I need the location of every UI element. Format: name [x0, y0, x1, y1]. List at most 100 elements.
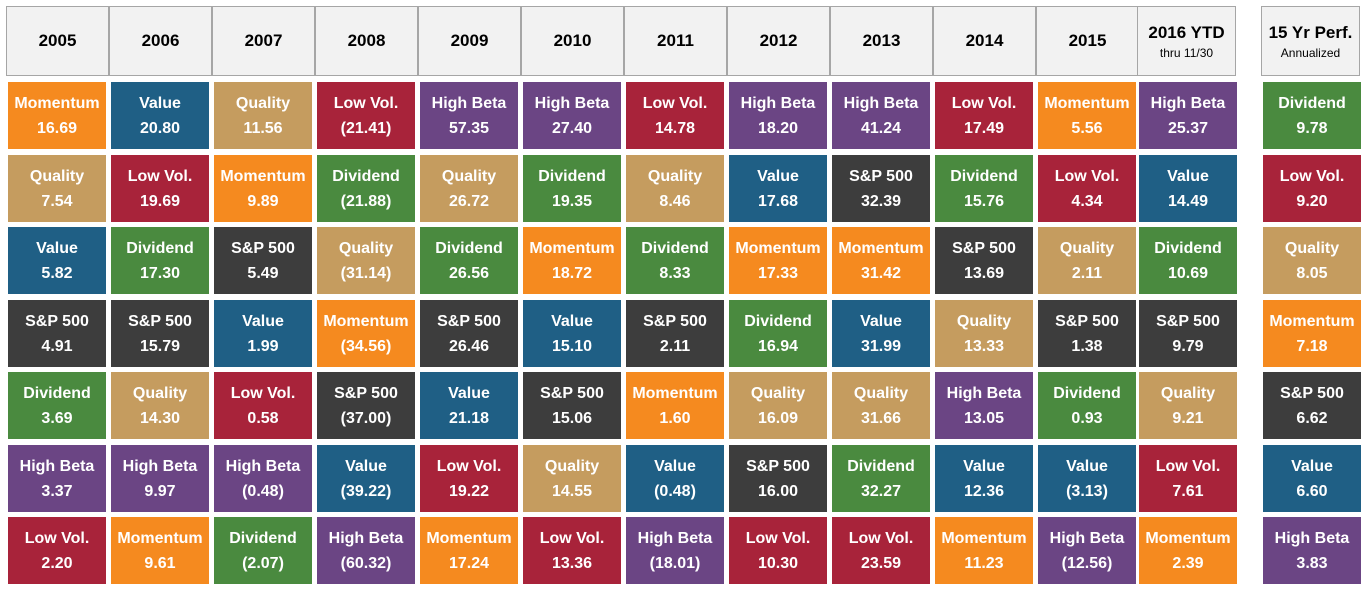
factor-name: Quality: [1160, 384, 1216, 402]
factor-name: Momentum: [220, 167, 306, 185]
factor-name: Dividend: [538, 167, 606, 185]
factor-cell: Momentum 2.39: [1139, 517, 1237, 584]
factor-cell: Momentum 31.42: [832, 227, 930, 294]
factor-name: High Beta: [843, 94, 919, 112]
factor-cell: High Beta 27.40: [523, 82, 621, 149]
factor-return: (31.14): [340, 264, 392, 282]
factor-cell: Value 20.80: [111, 82, 209, 149]
factor-name: Dividend: [641, 239, 709, 257]
factor-return: 31.42: [860, 264, 902, 282]
column-title: 2007: [244, 31, 283, 50]
factor-name: Dividend: [1278, 94, 1346, 112]
factor-return: 17.49: [963, 119, 1005, 137]
factor-return: 27.40: [551, 119, 593, 137]
factor-return: 9.20: [1296, 192, 1328, 210]
factor-name: Momentum: [426, 529, 512, 547]
factor-name: Quality: [1059, 239, 1115, 257]
factor-cell: Value 17.68: [729, 155, 827, 222]
factor-cell: Dividend (21.88): [317, 155, 415, 222]
factor-cell: Value (3.13): [1038, 445, 1136, 512]
factor-cell: Momentum 11.23: [935, 517, 1033, 584]
factor-cell: Low Vol. 7.61: [1139, 445, 1237, 512]
column-header: 2015: [1036, 6, 1139, 76]
factor-cell: Momentum 9.89: [214, 155, 312, 222]
column-title: 2016 YTD: [1148, 22, 1225, 42]
factor-name: High Beta: [637, 529, 713, 547]
factor-cell: Quality 9.21: [1139, 372, 1237, 439]
factor-cell: High Beta 18.20: [729, 82, 827, 149]
factor-name: Quality: [544, 457, 600, 475]
factor-name: Momentum: [117, 529, 203, 547]
factor-name: Dividend: [950, 167, 1018, 185]
column-subtitle: Annualized: [1280, 45, 1341, 60]
factor-name: S&P 500: [25, 312, 89, 330]
factor-cell: Quality 14.30: [111, 372, 209, 439]
factor-return: 4.91: [41, 337, 73, 355]
factor-return: 6.60: [1296, 482, 1328, 500]
factor-return: 9.61: [144, 554, 176, 572]
factor-cell: Dividend 10.69: [1139, 227, 1237, 294]
factor-name: Value: [1066, 457, 1108, 475]
column-header: 2011: [624, 6, 727, 76]
factor-cell: Dividend 0.93: [1038, 372, 1136, 439]
factor-return: (0.48): [654, 482, 696, 500]
factor-name: Value: [1291, 457, 1333, 475]
factor-return: 57.35: [448, 119, 490, 137]
factor-return: 7.61: [1172, 482, 1204, 500]
factor-return: 16.69: [36, 119, 78, 137]
factor-return: 41.24: [860, 119, 902, 137]
factor-cell: Momentum 18.72: [523, 227, 621, 294]
factor-name: High Beta: [1049, 529, 1125, 547]
column-header: 2005: [6, 6, 109, 76]
column-title: 2012: [759, 31, 798, 50]
factor-cell: Quality 8.46: [626, 155, 724, 222]
factor-return: 2.20: [41, 554, 73, 572]
factor-cell: S&P 500 (37.00): [317, 372, 415, 439]
factor-name: Value: [139, 94, 181, 112]
factor-name: Dividend: [332, 167, 400, 185]
factor-cell: Dividend 17.30: [111, 227, 209, 294]
factor-cell: S&P 500 15.79: [111, 300, 209, 367]
factor-return: 0.93: [1071, 409, 1103, 427]
factor-name: Value: [860, 312, 902, 330]
factor-name: High Beta: [1150, 94, 1226, 112]
factor-name: Quality: [132, 384, 188, 402]
column-header: 2006: [109, 6, 212, 76]
factor-cell: Dividend 8.33: [626, 227, 724, 294]
factor-return: 26.46: [448, 337, 490, 355]
factor-name: S&P 500: [437, 312, 501, 330]
factor-cell: Low Vol. 19.69: [111, 155, 209, 222]
factor-cell: Low Vol. 9.20: [1263, 155, 1361, 222]
factor-name: Low Vol.: [539, 529, 605, 547]
factor-return: 8.33: [659, 264, 691, 282]
factor-cell: Low Vol. 23.59: [832, 517, 930, 584]
column-header: 2007: [212, 6, 315, 76]
factor-return: (37.00): [340, 409, 392, 427]
factor-return: 15.76: [963, 192, 1005, 210]
factor-name: Quality: [647, 167, 703, 185]
column-title: 2005: [38, 31, 77, 50]
factor-cell: Quality 7.54: [8, 155, 106, 222]
column-title: 2013: [862, 31, 901, 50]
factor-return: 16.00: [757, 482, 799, 500]
column-title: 2008: [347, 31, 386, 50]
factor-cell: High Beta 13.05: [935, 372, 1033, 439]
factor-return: 21.18: [448, 409, 490, 427]
factor-return: 9.97: [144, 482, 176, 500]
factor-return: 3.69: [41, 409, 73, 427]
factor-cell: High Beta (12.56): [1038, 517, 1136, 584]
factor-return: 7.54: [41, 192, 73, 210]
factor-cell: S&P 500 9.79: [1139, 300, 1237, 367]
factor-cell: Low Vol. (21.41): [317, 82, 415, 149]
factor-cell: Low Vol. 4.34: [1038, 155, 1136, 222]
factor-name: Value: [1167, 167, 1209, 185]
factor-name: Momentum: [1269, 312, 1355, 330]
factor-cell: Value 12.36: [935, 445, 1033, 512]
factor-return: 9.89: [247, 192, 279, 210]
factor-name: Quality: [235, 94, 291, 112]
factor-return: 16.94: [757, 337, 799, 355]
column-title: 2009: [450, 31, 489, 50]
factor-return: 13.36: [551, 554, 593, 572]
factor-cell: Dividend 32.27: [832, 445, 930, 512]
factor-cell: Dividend 15.76: [935, 155, 1033, 222]
